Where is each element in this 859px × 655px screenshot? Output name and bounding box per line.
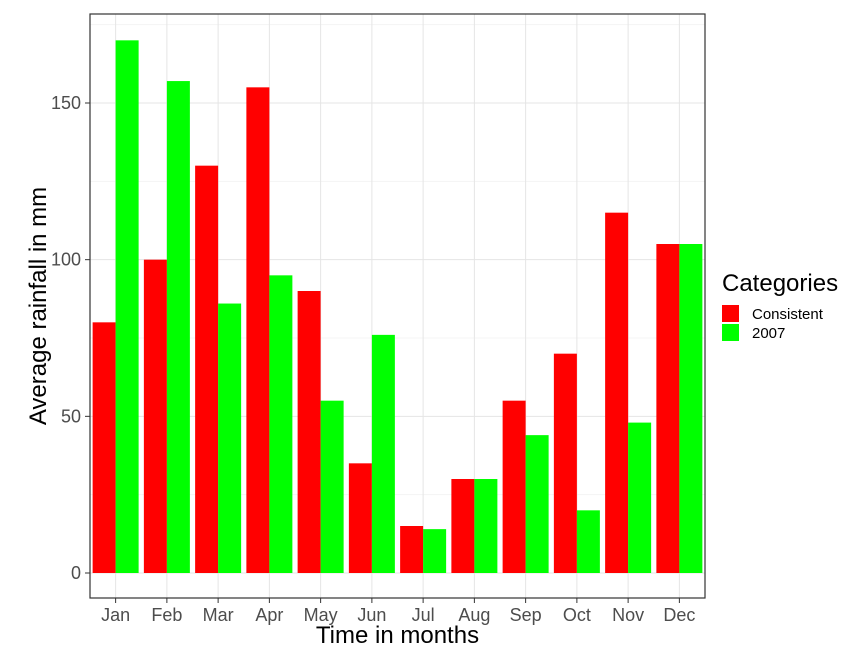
bar-2007-feb — [166, 81, 190, 574]
legend-title: Categories — [722, 270, 838, 297]
legend-label: 2007 — [752, 325, 785, 342]
bar-consistent-jun — [348, 463, 372, 573]
y-tick-label: 150 — [51, 93, 81, 113]
x-tick-label: Sep — [510, 605, 542, 625]
bar-consistent-feb — [143, 259, 167, 573]
legend-swatch — [722, 305, 739, 322]
legend: Categories Consistent 2007 — [722, 270, 838, 342]
bar-2007-apr — [269, 275, 293, 573]
x-axis: Jan Feb Mar Apr May Jun Jul Aug Sep Oct Nov Dec — [101, 598, 695, 625]
bar-2007-sep — [525, 435, 549, 573]
plot-panel-border — [89, 13, 706, 599]
y-tick-label: 100 — [51, 250, 81, 270]
x-tick-label: Jul — [412, 605, 435, 625]
legend-swatch — [722, 324, 739, 341]
y-axis-title: Average rainfall in mm — [25, 187, 52, 425]
y-tick-label: 0 — [71, 563, 81, 583]
legend-label: Consistent — [752, 306, 824, 323]
bar-2007-jun — [371, 334, 395, 573]
bar-consistent-dec — [656, 244, 680, 573]
y-tick-label: 50 — [61, 406, 81, 426]
x-tick-label: Nov — [612, 605, 644, 625]
bar-consistent-aug — [451, 479, 475, 573]
bar-consistent-sep — [502, 400, 526, 573]
bar-2007-oct — [576, 510, 600, 573]
x-tick-label: Feb — [151, 605, 182, 625]
bar-consistent-jan — [92, 322, 116, 573]
bar-2007-nov — [628, 422, 652, 573]
x-tick-label: Jan — [101, 605, 130, 625]
y-axis: 0 50 100 150 — [51, 93, 90, 583]
bar-2007-jul — [423, 529, 447, 573]
bar-consistent-mar — [195, 165, 219, 573]
x-tick-label: Oct — [563, 605, 591, 625]
x-tick-label: Aug — [458, 605, 490, 625]
bar-consistent-oct — [553, 353, 577, 573]
bar-2007-may — [320, 400, 344, 573]
x-tick-label: Mar — [203, 605, 234, 625]
bar-consistent-nov — [605, 212, 629, 573]
bar-2007-dec — [679, 244, 703, 573]
legend-items: Consistent 2007 — [722, 305, 824, 342]
x-axis-title: Time in months — [316, 622, 479, 649]
bar-consistent-may — [297, 291, 321, 573]
bars — [92, 40, 703, 574]
bar-2007-mar — [218, 303, 242, 573]
bar-2007-jan — [115, 40, 139, 574]
bar-consistent-apr — [246, 87, 270, 573]
x-tick-label: Jun — [357, 605, 386, 625]
x-tick-label: May — [304, 605, 338, 625]
bar-2007-aug — [474, 479, 498, 573]
bar-consistent-jul — [400, 526, 424, 573]
x-tick-label: Dec — [663, 605, 695, 625]
x-tick-label: Apr — [255, 605, 283, 625]
